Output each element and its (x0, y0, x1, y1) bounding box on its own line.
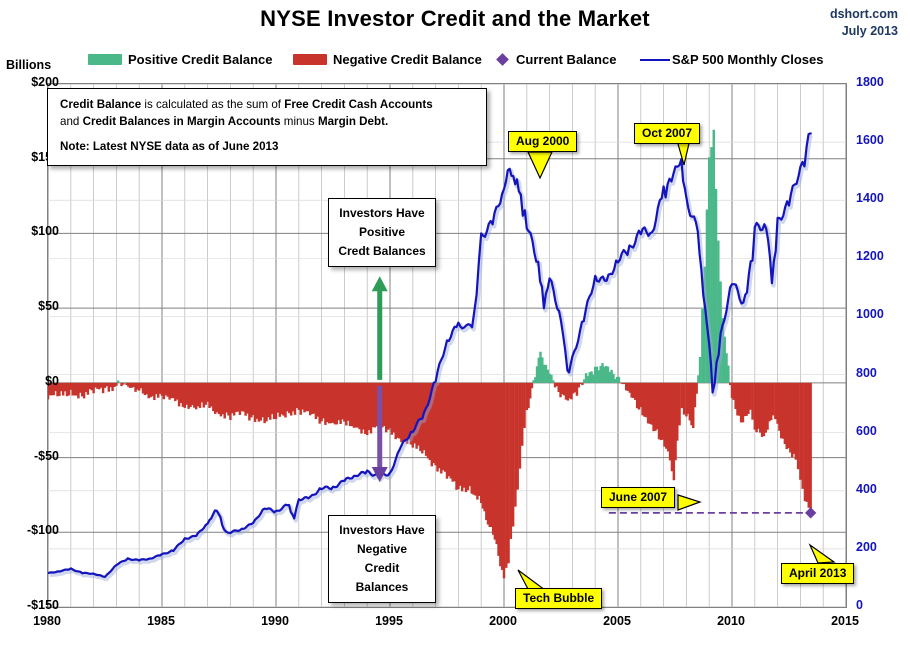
note-term-free-credit: Free Credit Cash Accounts (284, 98, 433, 111)
y2-axis-tick-label: 600 (856, 423, 877, 438)
legend-label: Negative Credit Balance (333, 52, 482, 67)
y2-axis-tick-label: 1000 (856, 307, 884, 322)
note-term-credit-balance: Credit Balance (60, 98, 142, 111)
note-term-margin-accounts: Credit Balances in Margin Accounts (82, 114, 281, 128)
y-axis-unit-label: Billions (6, 58, 52, 72)
note-text: is calculated as the sum of (141, 98, 285, 111)
x-axis-tick-label: 1980 (33, 614, 61, 628)
annotation-line: Negative (356, 542, 408, 556)
brand-site: dshort.com (829, 7, 898, 21)
y-axis-tick-label: -$50 (33, 448, 59, 463)
annotation-line: Investors Have (339, 206, 425, 220)
legend-item-positive-credit: Positive Credit Balance (88, 52, 273, 67)
x-axis-tick-label: 1995 (375, 614, 403, 628)
green-swatch-icon (88, 54, 122, 65)
callout-aug-2000: Aug 2000 (508, 131, 578, 152)
note-term-margin-debt: Margin Debt. (317, 114, 389, 128)
red-swatch-icon (293, 54, 327, 65)
annotation-line: Investors Have (339, 523, 425, 537)
annotation-line: Positive (358, 225, 406, 239)
y2-axis-tick-label: 400 (856, 481, 877, 496)
annotation-line: Credit Balances (355, 561, 409, 594)
y-axis-tick-label: -$150 (27, 598, 59, 612)
legend-label: S&P 500 Monthly Closes (672, 52, 824, 67)
y2-axis-tick-label: 1800 (856, 75, 884, 89)
note-text: and (60, 114, 83, 128)
brand-credit: dshort.com July 2013 (830, 6, 898, 40)
y2-axis-tick-label: 1400 (856, 191, 884, 206)
x-axis-tick-label: 1990 (261, 614, 289, 628)
legend-label: Positive Credit Balance (128, 52, 273, 67)
y2-axis-tick-label: 1200 (856, 249, 884, 264)
note-line-2: and Credit Balances in Margin Accounts m… (60, 114, 476, 131)
purple-diamond-icon (496, 53, 509, 66)
x-axis-tick-label: 2010 (717, 614, 745, 628)
y-axis-tick-label: $50 (38, 299, 59, 314)
note-line-3: Note: Latest NYSE data as of June 2013 (60, 140, 279, 153)
y-axis-tick-label: $0 (45, 373, 59, 388)
y2-axis-tick-label: 0 (856, 598, 863, 612)
y2-axis-tick-label: 1600 (856, 133, 884, 148)
callout-oct-2007: Oct 2007 (634, 123, 701, 144)
y-axis-tick-label: $100 (31, 224, 59, 239)
callout-tech-bubble: Tech Bubble (515, 588, 603, 609)
callout-april-2013: April 2013 (781, 563, 855, 584)
x-axis-tick-label: 2005 (603, 614, 631, 628)
y2-axis-tick-label: 800 (856, 365, 877, 380)
annotation-box-negative-balances: Investors Have Negative Credit Balances (328, 515, 436, 603)
x-axis-tick-label: 2000 (489, 614, 517, 628)
y-axis-tick-label: $200 (31, 75, 59, 89)
note-text: minus (280, 114, 318, 128)
callout-june-2007: June 2007 (601, 487, 676, 508)
x-axis-tick-label: 1985 (147, 614, 175, 628)
y2-axis-tick-label: 200 (856, 539, 877, 554)
legend-item-sp500: S&P 500 Monthly Closes (640, 52, 823, 67)
brand-date: July 2013 (841, 24, 898, 38)
x-axis-tick-label: 2015 (831, 614, 859, 628)
chart-legend: Positive Credit Balance Negative Credit … (0, 52, 910, 74)
annotation-box-positive-balances: Investors Have Positive Credt Balances (328, 198, 436, 267)
y-axis-tick-label: -$100 (27, 523, 59, 538)
blue-line-icon (640, 58, 670, 61)
page-title: NYSE Investor Credit and the Market (260, 6, 650, 31)
legend-item-current-balance: Current Balance (496, 52, 617, 67)
explanatory-note-box: Credit Balance is calculated as the sum … (47, 88, 487, 166)
legend-label: Current Balance (516, 52, 617, 67)
legend-item-negative-credit: Negative Credit Balance (293, 52, 482, 67)
annotation-line: Credt Balances (338, 244, 426, 258)
note-line-1: Credit Balance is calculated as the sum … (60, 97, 476, 114)
